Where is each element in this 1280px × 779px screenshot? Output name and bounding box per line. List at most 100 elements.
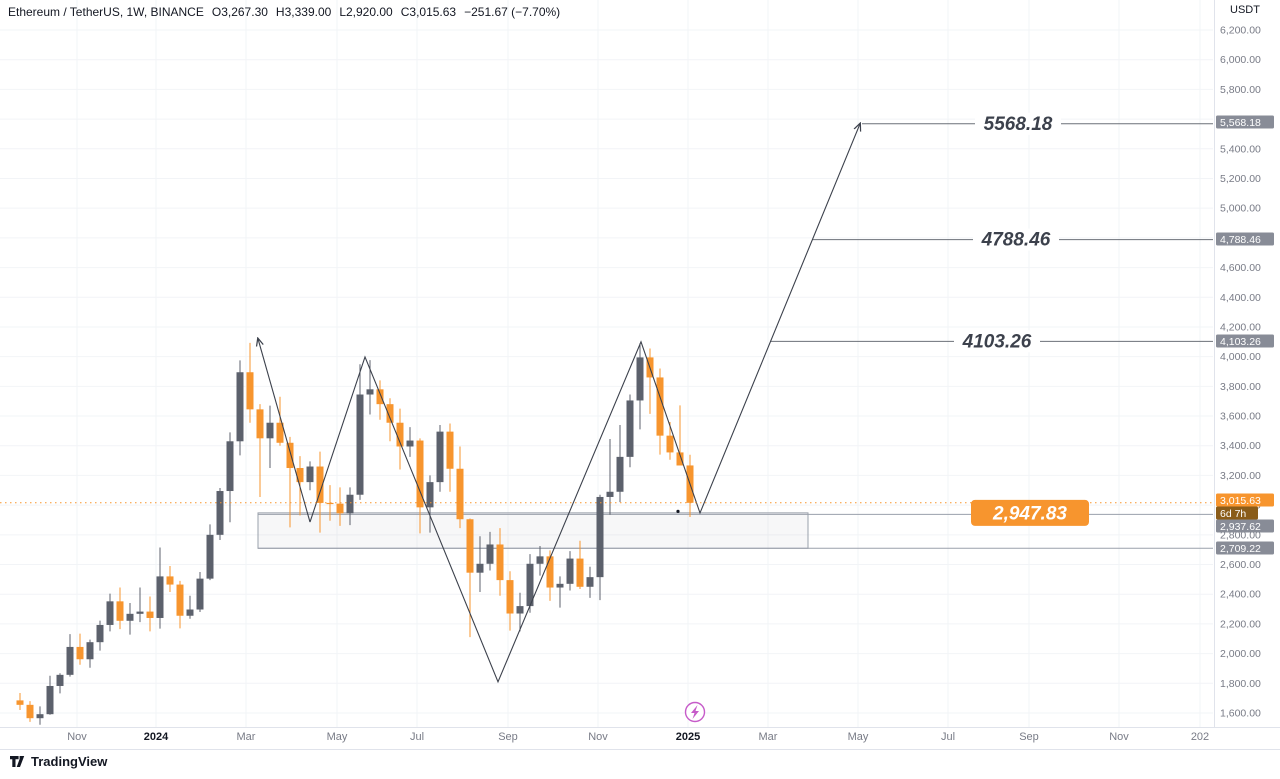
tradingview-brand[interactable]: TradingView	[31, 754, 108, 769]
price-tick-label: 2,000.00	[1220, 648, 1261, 660]
axis-price-badge	[1216, 541, 1274, 555]
candle-body	[626, 400, 634, 457]
price-tick-label: 2,400.00	[1220, 589, 1261, 601]
axis-price-badge-text: 2,709.22	[1220, 543, 1261, 555]
trend-polyline[interactable]	[258, 339, 311, 523]
candle-body	[536, 556, 544, 564]
price-target-label[interactable]: 4103.26	[962, 331, 1032, 352]
time-tick-label: Nov	[1109, 731, 1129, 743]
candle-body	[386, 404, 394, 423]
axis-price-badge	[1216, 334, 1274, 348]
candle-body	[466, 519, 474, 573]
candle-body	[66, 646, 74, 675]
drawing-anchor-dot[interactable]	[676, 509, 680, 513]
candle-body	[406, 440, 414, 447]
level-label-bg	[973, 228, 1059, 251]
candle-body	[306, 466, 314, 483]
symbol-info-bar[interactable]: Ethereum / TetherUS, 1W, BINANCE O3,267.…	[8, 5, 560, 19]
price-tick-label: 5,400.00	[1220, 143, 1261, 155]
candle-body	[326, 502, 334, 505]
axis-price-badge-text: 2,937.62	[1220, 521, 1261, 533]
candle-body	[206, 534, 214, 579]
time-tick-label: Nov	[588, 731, 608, 743]
ohlc-close: C3,015.63	[401, 5, 456, 19]
candle-body	[666, 435, 674, 453]
price-tick-label: 3,600.00	[1220, 411, 1261, 423]
price-tick-label: 2,200.00	[1220, 618, 1261, 630]
zone-price-label-bg[interactable]	[971, 499, 1089, 526]
price-tick-label: 4,200.00	[1220, 321, 1261, 333]
candle-body	[76, 646, 84, 660]
candle-body	[586, 577, 594, 587]
candle-body	[86, 642, 94, 660]
grid-lines	[0, 0, 1213, 727]
time-tick-label: Mar	[759, 731, 778, 743]
candle-body	[356, 394, 364, 495]
candle-body	[216, 491, 224, 535]
lightning-icon[interactable]	[691, 705, 699, 719]
candle-body	[636, 357, 644, 401]
candle-body	[446, 431, 454, 469]
symbol-title[interactable]: Ethereum / TetherUS, 1W, BINANCE	[8, 5, 204, 19]
price-target-label[interactable]: 5568.18	[984, 114, 1053, 135]
tradingview-logo-icon[interactable]	[10, 755, 25, 768]
candle-body	[156, 576, 164, 618]
price-tick-label: 4,000.00	[1220, 351, 1261, 363]
candle-body	[556, 583, 564, 588]
time-tick-label: 2025	[676, 731, 700, 743]
time-tick-label: Sep	[498, 731, 518, 743]
time-axis[interactable]: Nov 2024 Mar May Jul Sep Nov 2025 Mar May Jul Sep No…	[67, 731, 1209, 743]
candle-body	[26, 704, 34, 719]
time-tick-label: May	[848, 731, 869, 743]
candle-body	[316, 466, 324, 503]
price-tick-label: 1,600.00	[1220, 708, 1261, 720]
axis-price-badge	[1216, 232, 1274, 246]
price-tick-label: 6,200.00	[1220, 25, 1261, 37]
price-tick-label: 2,600.00	[1220, 559, 1261, 571]
candle-body	[196, 578, 204, 610]
candle-body	[526, 563, 534, 607]
candle-body	[506, 580, 514, 614]
zone-price-label[interactable]: 2,947.83	[992, 503, 1067, 524]
trend-polyline[interactable]	[309, 124, 860, 684]
price-target-label[interactable]: 4788.46	[981, 230, 1051, 251]
change-value: −251.67 (−7.70%)	[464, 5, 561, 19]
price-axis[interactable]: 6,200.006,000.005,800.005,600.005,400.00…	[1216, 25, 1274, 720]
candle-body	[436, 431, 444, 483]
price-tick-label: 1,800.00	[1220, 678, 1261, 690]
time-tick-label: 2024	[144, 731, 169, 743]
close-value: 3,015.63	[409, 5, 457, 19]
axis-price-badge	[1216, 493, 1274, 507]
candle-body	[396, 422, 404, 447]
close-label: C	[400, 5, 410, 19]
level-label-bg	[975, 112, 1061, 135]
axis-price-badge-text: 5,568.18	[1220, 117, 1261, 129]
candle-body	[486, 544, 494, 564]
candle-body	[366, 389, 374, 395]
candle-body	[136, 611, 144, 614]
axis-price-badge-text: 3,015.63	[1220, 495, 1261, 507]
low-label: L	[339, 5, 346, 19]
candle-body	[56, 674, 64, 686]
candle-body	[616, 456, 624, 492]
axis-currency-label[interactable]: USDT	[1230, 4, 1260, 16]
time-tick-label: Jul	[941, 731, 955, 743]
candle-body	[596, 496, 604, 578]
candle-body	[346, 494, 354, 514]
candle-body	[416, 440, 424, 508]
time-tick-label: Jul	[410, 731, 424, 743]
price-tick-label: 5,200.00	[1220, 173, 1261, 185]
candle-body	[496, 544, 504, 581]
price-tick-label: 5,000.00	[1220, 203, 1261, 215]
candle-body	[186, 609, 194, 616]
candle-body	[456, 468, 464, 520]
high-label: H	[275, 5, 285, 19]
candle-body	[296, 468, 304, 483]
candle-body	[266, 422, 274, 439]
candle-body	[96, 624, 104, 643]
price-tick-label: 3,400.00	[1220, 440, 1261, 452]
candle-body	[476, 563, 484, 573]
ohlc-high: H3,339.00	[276, 5, 331, 19]
candle-body	[676, 452, 684, 466]
